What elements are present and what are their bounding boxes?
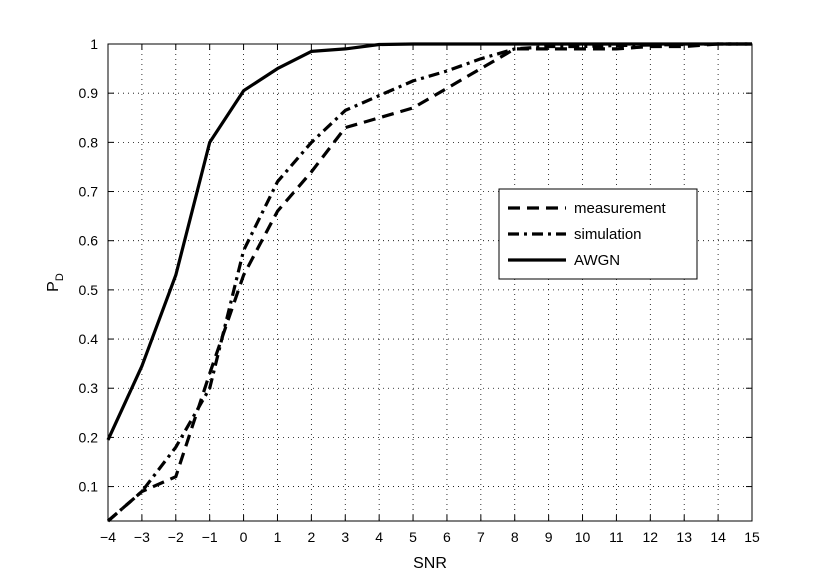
x-tick-label: 6 — [443, 529, 451, 545]
y-tick-labels: 0.1 0.2 0.3 0.4 0.5 0.6 0.7 0.8 0.9 1 — [79, 36, 99, 495]
y-axis-label-subscript: D — [54, 273, 66, 281]
x-tick-label: 9 — [545, 529, 553, 545]
x-tick-label: 1 — [274, 529, 282, 545]
x-axis-label: SNR — [413, 555, 447, 572]
x-tick-label: 8 — [511, 529, 519, 545]
x-tick-label: 0 — [240, 529, 248, 545]
series-line-simulation — [106, 42, 752, 523]
y-tick-label: 0.8 — [79, 134, 99, 150]
x-tick-label: 5 — [409, 529, 417, 545]
y-tick-label: 0.3 — [79, 380, 99, 396]
y-tick-label: 0.9 — [79, 85, 99, 101]
x-tick-label: 4 — [375, 529, 383, 545]
y-axis-label-main: P — [45, 281, 62, 292]
axis-ticks — [107, 43, 753, 521]
y-tick-label: 0.6 — [79, 233, 99, 249]
y-tick-label: 1 — [90, 36, 98, 52]
x-tick-label: 11 — [609, 529, 624, 545]
legend-label-awgn: AWGN — [574, 252, 620, 269]
x-tick-label: 13 — [676, 529, 692, 545]
x-tick-labels: −4 −3 −2 −1 0 1 2 3 4 5 6 7 8 9 10 11 12 13 14 15 — [100, 529, 760, 545]
x-tick-label: 14 — [710, 529, 726, 545]
legend: measurement simulation AWGN — [498, 188, 698, 280]
x-tick-label: 15 — [744, 529, 760, 545]
x-tick-label: −2 — [168, 529, 184, 545]
x-tick-label: 10 — [575, 529, 591, 545]
legend-label-simulation: simulation — [574, 226, 642, 243]
legend-entries: measurement simulation AWGN — [508, 200, 667, 269]
plot-area-frame — [107, 43, 753, 522]
series-line-measurement — [106, 42, 752, 523]
legend-label-measurement: measurement — [574, 200, 667, 217]
y-axis-label: PD — [45, 273, 66, 292]
y-tick-label: 0.1 — [79, 479, 99, 495]
x-tick-label: 3 — [341, 529, 349, 545]
y-tick-label: 0.7 — [79, 184, 99, 200]
y-tick-label: 0.4 — [79, 331, 99, 347]
x-tick-label: 7 — [477, 529, 485, 545]
x-tick-label: 12 — [643, 529, 659, 545]
y-tick-label: 0.5 — [79, 282, 99, 298]
x-tick-label: −3 — [134, 529, 150, 545]
y-tick-label: 0.2 — [79, 429, 99, 445]
series-lines — [106, 42, 752, 523]
grid — [108, 44, 752, 521]
x-tick-label: −4 — [100, 529, 116, 545]
x-tick-label: −1 — [202, 529, 218, 545]
x-tick-label: 2 — [307, 529, 315, 545]
